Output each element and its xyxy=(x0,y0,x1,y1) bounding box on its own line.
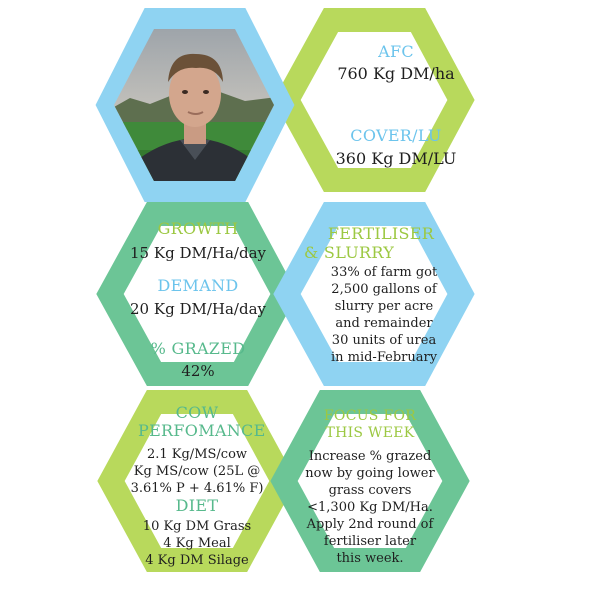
fertiliser-label-line1: FERTILISER xyxy=(327,224,435,243)
focus-label-line1: FOCUS FOR xyxy=(323,408,417,424)
cow-label-line1: COW xyxy=(175,403,219,422)
fertiliser-text-line: 33% of farm got xyxy=(330,265,438,280)
focus-text-line: fertiliser later xyxy=(323,534,417,549)
diet-label: DIET xyxy=(175,496,219,515)
cow-hexagon xyxy=(97,390,297,572)
afc-label: AFC xyxy=(378,42,414,61)
fertiliser-text-line: slurry per acre xyxy=(334,299,434,314)
cover-label: COVER/LU xyxy=(350,126,442,145)
diet-text-line: 4 Kg DM Silage xyxy=(145,553,249,568)
cow-text-line: 3.61% P + 4.61% F) xyxy=(130,481,264,496)
focus-text-line: grass covers xyxy=(328,483,412,498)
grazed-label: % GRAZED xyxy=(150,339,246,358)
fertiliser-text-line: in mid-February xyxy=(330,350,438,365)
grazed-value: 42% xyxy=(181,362,215,380)
cover-value: 360 Kg DM/LU xyxy=(335,149,457,168)
cow-text-line: 2.1 Kg/MS/cow xyxy=(146,447,248,462)
cow-label-line2: PERFOMANCE xyxy=(138,421,266,440)
growth-hexagon xyxy=(96,202,298,386)
fertiliser-text-line: 2,500 gallons of xyxy=(331,282,437,297)
focus-label-line2: THIS WEEK xyxy=(325,425,415,441)
afc-value: 760 Kg DM/ha xyxy=(337,64,455,83)
fertiliser-label-line2: & SLURRY xyxy=(304,243,395,262)
fertiliser-text-line: 30 units of urea xyxy=(331,333,437,348)
diet-text-line: 4 Kg Meal xyxy=(163,536,231,551)
demand-value: 20 Kg DM/Ha/day xyxy=(130,300,266,318)
fertiliser-text-line: and remainder xyxy=(335,316,433,331)
fertiliser-hexagon xyxy=(273,202,475,386)
focus-hexagon xyxy=(270,390,470,572)
photo-hexagon xyxy=(95,8,295,202)
focus-text-line: this week. xyxy=(336,551,404,566)
focus-text-line: Increase % grazed xyxy=(308,449,432,464)
growth-value: 15 Kg DM/Ha/day xyxy=(130,244,266,262)
focus-text-line: now by going lower xyxy=(305,466,435,481)
cow-text-line: Kg MS/cow (25L @ xyxy=(133,464,261,479)
focus-text-line: Apply 2nd round of xyxy=(306,517,434,532)
focus-text-line: <1,300 Kg DM/Ha. xyxy=(307,500,433,515)
diet-text-line: 10 Kg DM Grass xyxy=(142,519,252,534)
demand-label: DEMAND xyxy=(157,276,239,295)
growth-label: GROWTH xyxy=(157,219,239,238)
